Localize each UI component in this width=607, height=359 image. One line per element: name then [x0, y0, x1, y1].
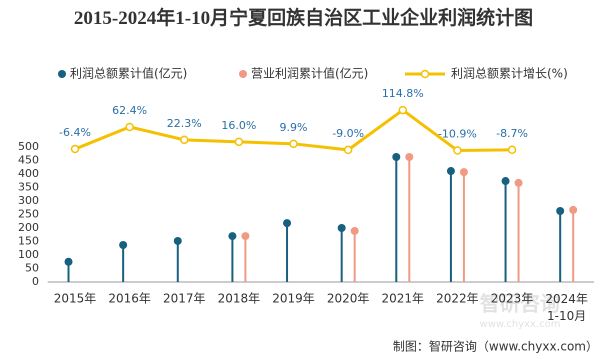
lollipop-dot	[405, 152, 414, 161]
lollipop-dot	[350, 226, 359, 235]
lollipop-dot	[459, 168, 468, 177]
line-point	[234, 137, 244, 147]
line-point	[125, 122, 134, 132]
x-tick-label: 2021年	[382, 292, 425, 306]
data-label: -8.7%	[496, 127, 528, 140]
legend-swatch	[58, 70, 66, 78]
y-tick-label: 350	[18, 181, 39, 194]
data-label: 62.4%	[112, 104, 147, 117]
lollipop-dot	[569, 205, 578, 214]
data-label: 16.0%	[221, 119, 256, 132]
line-point	[289, 139, 298, 149]
legend-swatch	[420, 69, 430, 79]
line-point	[507, 145, 517, 155]
x-tick-label: 2023年	[491, 292, 534, 306]
y-tick-label: 100	[18, 248, 39, 261]
y-tick-label: 500	[18, 140, 39, 153]
x-tick-label: 2024年 1-10月	[545, 292, 588, 323]
lollipop-dot	[392, 152, 401, 161]
line-point	[453, 146, 462, 155]
lollipop-dot	[501, 177, 510, 186]
y-tick-label: 200	[18, 221, 39, 234]
data-label: 9.9%	[280, 121, 308, 134]
lollipop-dot	[119, 241, 128, 250]
y-tick-label: 250	[18, 208, 39, 221]
x-tick-label: 2015年	[54, 292, 97, 306]
lollipop-dot	[241, 232, 250, 241]
line-point	[70, 144, 80, 154]
legend-label: 营业利润累计值(亿元)	[251, 66, 368, 81]
y-tick-label: 0	[32, 275, 39, 288]
lollipop-dot	[556, 206, 565, 215]
watermark: 智研咨询	[480, 292, 560, 316]
x-tick-label: 2022年	[436, 292, 479, 306]
x-tick-label: 2019年	[272, 292, 315, 306]
x-tick-label: 2020年	[327, 292, 370, 306]
chart-title: 2015-2024年1-10月宁夏回族自治区工业企业利润统计图	[73, 8, 534, 29]
lollipop-dot	[228, 232, 237, 241]
lollipop-dot	[514, 178, 523, 187]
data-label: 114.8%	[382, 87, 424, 100]
line-point	[343, 145, 353, 155]
x-tick-label: 2016年	[108, 292, 151, 306]
lollipop-dot	[337, 224, 346, 232]
lollipop-dot	[283, 219, 292, 228]
y-tick-label: 50	[25, 262, 39, 275]
line-point	[398, 105, 408, 115]
y-tick-label: 400	[18, 167, 39, 180]
legend-label: 利润总额累计值(亿元)	[70, 66, 187, 81]
data-label: 22.3%	[167, 117, 202, 130]
legend-label: 利润总额累计增长(%)	[451, 67, 568, 81]
lollipop-dot	[173, 236, 182, 245]
data-label: -6.4%	[59, 126, 91, 139]
lollipop-dot	[64, 257, 73, 266]
line-point	[180, 135, 189, 145]
y-tick-label: 150	[18, 235, 39, 248]
data-label: -10.9%	[438, 128, 477, 141]
data-label: -9.0%	[332, 127, 364, 140]
legend-swatch	[239, 70, 247, 78]
lollipop-dot	[446, 167, 455, 176]
source: 制图：智研咨询（www.chyxx.com）	[393, 339, 598, 354]
watermark: www.chyxx.com	[480, 319, 561, 330]
y-tick-label: 300	[18, 194, 39, 207]
x-tick-label: 2018年	[218, 292, 261, 306]
y-tick-label: 450	[18, 154, 39, 167]
x-tick-label: 2017年	[163, 292, 206, 306]
